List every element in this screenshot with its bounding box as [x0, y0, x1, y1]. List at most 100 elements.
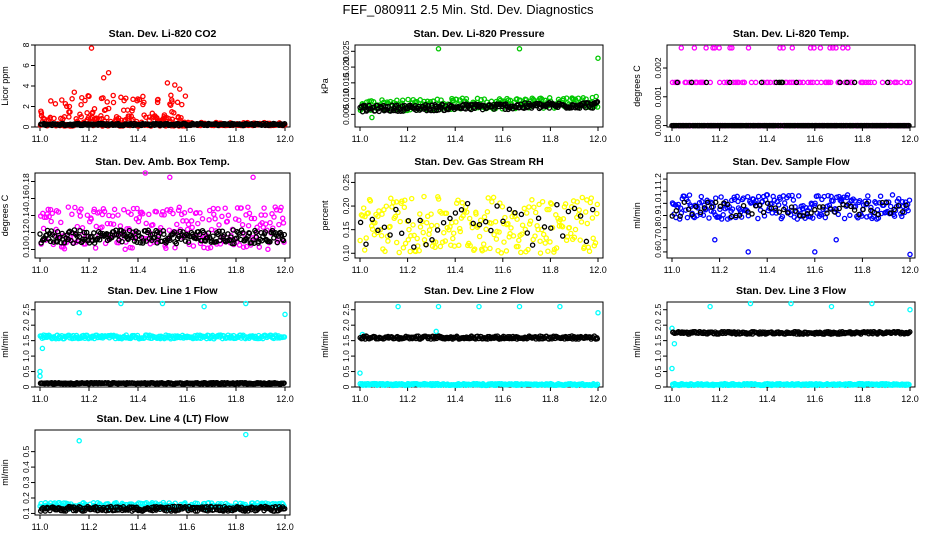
plot-frame: [666, 44, 916, 128]
data-point: [693, 203, 699, 210]
data-point: [485, 195, 491, 201]
data-point: [524, 230, 531, 236]
data-point: [594, 210, 600, 217]
data-point: [547, 239, 553, 245]
data-point: [781, 206, 787, 213]
data-point: [195, 220, 201, 227]
data-point: [903, 202, 909, 208]
data-point: [49, 210, 56, 217]
data-point: [225, 231, 231, 237]
data-point: [899, 213, 905, 220]
x-tick-label: 11.0: [32, 265, 49, 275]
data-point: [91, 230, 97, 236]
data-point: [167, 174, 173, 181]
data-point: [163, 245, 169, 252]
data-point: [556, 223, 563, 229]
data-point: [110, 92, 116, 99]
data-point: [827, 206, 834, 212]
data-point: [717, 203, 724, 210]
data-point: [243, 431, 249, 438]
data-point: [594, 335, 601, 342]
data-point: [764, 192, 771, 198]
data-point: [280, 237, 287, 244]
x-tick-label: 11.2: [711, 394, 728, 404]
data-point: [98, 113, 104, 119]
data-point: [899, 209, 906, 215]
y-tick-label: 1.1: [653, 185, 663, 197]
data-point: [720, 212, 726, 218]
data-point: [433, 328, 439, 335]
data-point: [240, 244, 247, 250]
data-point: [736, 212, 743, 218]
data-point: [458, 207, 465, 213]
data-point: [865, 79, 872, 86]
data-point: [398, 230, 405, 237]
y-axis-label: degrees C: [632, 65, 642, 107]
data-point: [760, 209, 767, 216]
data-point: [193, 235, 199, 242]
data-point: [377, 227, 383, 233]
y-tick-label: 2: [21, 104, 31, 109]
data-point: [110, 99, 117, 106]
data-point: [805, 213, 811, 220]
data-point: [777, 196, 783, 202]
data-point: [741, 79, 748, 86]
data-point: [792, 208, 798, 214]
data-point: [105, 69, 112, 76]
data-point: [747, 300, 754, 307]
data-point: [118, 300, 124, 307]
x-tick-label: 11.0: [664, 394, 681, 404]
data-point: [501, 239, 507, 245]
y-axis-label: ml/min: [632, 202, 642, 229]
data-point: [381, 206, 387, 213]
data-point: [595, 55, 601, 61]
data-point: [789, 192, 795, 199]
data-point: [397, 218, 403, 225]
x-tick-label: 11.2: [711, 134, 728, 144]
data-point: [808, 210, 814, 216]
x-tick-label: 11.4: [130, 394, 147, 404]
data-point: [559, 223, 566, 230]
data-point: [844, 79, 850, 86]
data-point: [516, 303, 523, 310]
data-point: [865, 193, 871, 199]
data-point: [385, 238, 391, 244]
y-tick-label: 8: [21, 42, 31, 47]
data-point: [104, 114, 110, 121]
data-point: [592, 240, 599, 246]
data-point: [369, 226, 376, 232]
y-tick-label: 0: [653, 384, 663, 389]
data-point: [483, 226, 489, 233]
data-point: [124, 107, 131, 113]
data-point: [58, 219, 64, 226]
data-point: [245, 222, 252, 229]
data-point: [265, 246, 271, 253]
data-point: [579, 194, 586, 201]
data-point: [496, 229, 502, 235]
data-point: [76, 233, 83, 240]
data-point: [437, 243, 444, 250]
data-point: [476, 303, 482, 310]
data-point: [206, 217, 212, 223]
x-tick-label: 12.0: [276, 522, 294, 532]
data-point: [172, 82, 178, 88]
data-point: [697, 211, 704, 217]
data-point: [703, 79, 710, 86]
y-tick-label: 2.0: [21, 319, 31, 331]
plot-frame: [666, 301, 916, 388]
data-point: [673, 207, 680, 214]
x-tick-label: 11.2: [711, 265, 728, 275]
y-tick-label: 0.6: [653, 246, 663, 258]
x-tick-label: 11.4: [130, 265, 147, 275]
data-point: [833, 45, 839, 51]
data-point: [466, 215, 473, 222]
data-point: [387, 232, 393, 238]
data-point: [432, 244, 438, 251]
data-point: [428, 222, 435, 229]
data-point: [197, 210, 203, 216]
data-point: [494, 203, 500, 209]
